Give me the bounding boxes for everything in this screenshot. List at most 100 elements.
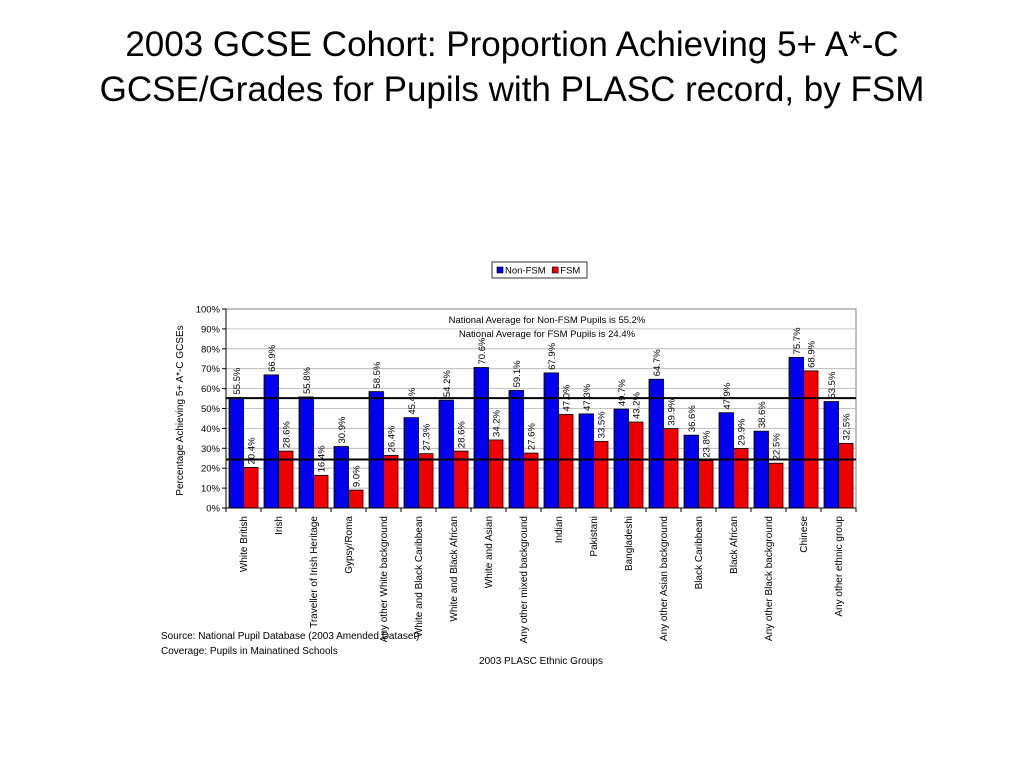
y-tick-label: 70% bbox=[201, 364, 221, 375]
bar-value-label: 38.6% bbox=[757, 401, 768, 428]
legend-label: Non-FSM bbox=[505, 266, 546, 277]
category-label: Traveller of Irish Heritage bbox=[309, 516, 320, 628]
bar-non-fsm bbox=[228, 397, 244, 509]
bar-value-label: 68.9% bbox=[806, 340, 817, 367]
bar-value-label: 55.8% bbox=[302, 366, 313, 393]
category-label: Indian bbox=[554, 516, 565, 543]
category-label: Gypsy/Roma bbox=[344, 516, 355, 574]
y-tick-label: 50% bbox=[201, 404, 221, 415]
bar-non-fsm bbox=[823, 401, 839, 509]
bar-value-label: 66.9% bbox=[267, 344, 278, 371]
y-axis-label: Percentage Achieving 5+ A*-C GCSEs bbox=[175, 325, 186, 495]
chart-legend: Non-FSM FSM bbox=[491, 261, 588, 279]
bar-value-label: 47.3% bbox=[582, 383, 593, 410]
bar-fsm bbox=[628, 421, 644, 509]
bar-non-fsm bbox=[263, 374, 279, 509]
bar-value-label: 27.6% bbox=[526, 423, 537, 450]
bar-non-fsm bbox=[298, 396, 314, 509]
bar-fsm bbox=[768, 462, 784, 509]
bar-non-fsm bbox=[683, 434, 699, 509]
bar-non-fsm bbox=[438, 399, 454, 509]
slide-title: 2003 GCSE Cohort: Proportion Achieving 5… bbox=[99, 25, 925, 109]
bar-non-fsm bbox=[368, 391, 384, 509]
bar-value-label: 55.5% bbox=[232, 367, 243, 394]
category-label: Irish bbox=[274, 516, 285, 535]
bar-value-label: 28.6% bbox=[281, 421, 292, 448]
bar-value-label: 32.5% bbox=[841, 413, 852, 440]
category-label: Chinese bbox=[799, 516, 810, 553]
bar-value-label: 23.8% bbox=[701, 430, 712, 457]
bar-fsm bbox=[243, 467, 259, 509]
y-tick-label: 30% bbox=[201, 444, 221, 455]
bar-value-label: 34.2% bbox=[491, 409, 502, 436]
source-note: Source: National Pupil Database (2003 Am… bbox=[161, 631, 420, 642]
bar-value-label: 22.5% bbox=[771, 433, 782, 460]
y-tick-label: 40% bbox=[201, 424, 221, 435]
category-label: Pakistani bbox=[589, 516, 600, 557]
bar-value-label: 58.5% bbox=[372, 361, 383, 388]
category-label: Black Caribbean bbox=[694, 516, 705, 589]
bar-fsm bbox=[418, 453, 434, 509]
bar-non-fsm bbox=[403, 417, 419, 509]
bar-fsm bbox=[733, 448, 749, 509]
bar-non-fsm bbox=[753, 430, 769, 509]
bar-value-label: 29.9% bbox=[736, 418, 747, 445]
bar-fsm bbox=[803, 370, 819, 509]
legend-box bbox=[491, 261, 588, 279]
bar-value-label: 28.6% bbox=[456, 421, 467, 448]
plot-area: 0% 10% 20% 30% 40% 50% 60% 70% 80% 90% 100% Percent… bbox=[175, 305, 857, 667]
bar-fsm bbox=[348, 489, 364, 509]
bar-value-label: 49.7% bbox=[617, 379, 628, 406]
bar-value-label: 26.4% bbox=[386, 425, 397, 452]
category-label: White and Asian bbox=[484, 516, 495, 588]
bar-fsm bbox=[838, 442, 854, 509]
bar-non-fsm bbox=[508, 389, 524, 509]
average-annotation: National Average for Non-FSM Pupils is 5… bbox=[449, 315, 646, 326]
bar-fsm bbox=[383, 455, 399, 509]
bar-value-label: 75.7% bbox=[792, 327, 803, 354]
bar-non-fsm bbox=[333, 446, 349, 509]
y-tick-label: 20% bbox=[201, 464, 221, 475]
x-axis-label: 2003 PLASC Ethnic Groups bbox=[479, 656, 603, 667]
category-label: White and Black African bbox=[449, 516, 460, 622]
bar-value-label: 43.2% bbox=[631, 392, 642, 419]
category-label: Any other Asian background bbox=[659, 516, 670, 641]
legend-label: FSM bbox=[560, 266, 580, 277]
bar-non-fsm bbox=[473, 367, 489, 509]
bar-value-label: 20.4% bbox=[246, 437, 257, 464]
bar-fsm bbox=[698, 460, 714, 509]
bar-value-label: 30.9% bbox=[337, 416, 348, 443]
y-tick-label: 100% bbox=[196, 305, 221, 316]
bar-non-fsm bbox=[578, 413, 594, 509]
category-label: Any other ethnic group bbox=[834, 516, 845, 617]
y-tick-label: 80% bbox=[201, 344, 221, 355]
bar-value-label: 9.0% bbox=[351, 465, 362, 487]
bar-fsm bbox=[663, 428, 679, 509]
legend-swatch bbox=[496, 266, 504, 274]
average-annotation: National Average for FSM Pupils is 24.4% bbox=[459, 329, 636, 340]
category-label: Any other mixed background bbox=[519, 516, 530, 643]
bar-value-label: 33.5% bbox=[596, 411, 607, 438]
bar-value-label: 59.1% bbox=[512, 360, 523, 387]
bar-non-fsm bbox=[788, 356, 804, 509]
bar-non-fsm bbox=[543, 372, 559, 509]
category-label: White British bbox=[239, 516, 250, 572]
bar-value-label: 27.3% bbox=[421, 423, 432, 450]
bar-value-label: 67.9% bbox=[547, 342, 558, 369]
bar-fsm bbox=[313, 474, 329, 509]
bar-value-label: 47.9% bbox=[722, 382, 733, 409]
bar-value-label: 45.4% bbox=[407, 387, 418, 414]
y-tick-label: 90% bbox=[201, 324, 221, 335]
bar-value-label: 53.5% bbox=[827, 371, 838, 398]
category-label: Bangladeshi bbox=[624, 516, 635, 571]
y-tick-label: 60% bbox=[201, 384, 221, 395]
y-tick-label: 0% bbox=[206, 504, 220, 515]
bar-value-label: 64.7% bbox=[652, 349, 663, 376]
y-tick-label: 10% bbox=[201, 484, 221, 495]
bar-value-label: 54.2% bbox=[442, 370, 453, 397]
legend-swatch bbox=[551, 266, 559, 274]
bar-fsm bbox=[593, 440, 609, 509]
category-label: Black African bbox=[729, 516, 740, 574]
coverage-note: Coverage: Pupils in Mainatined Schools bbox=[161, 646, 338, 657]
